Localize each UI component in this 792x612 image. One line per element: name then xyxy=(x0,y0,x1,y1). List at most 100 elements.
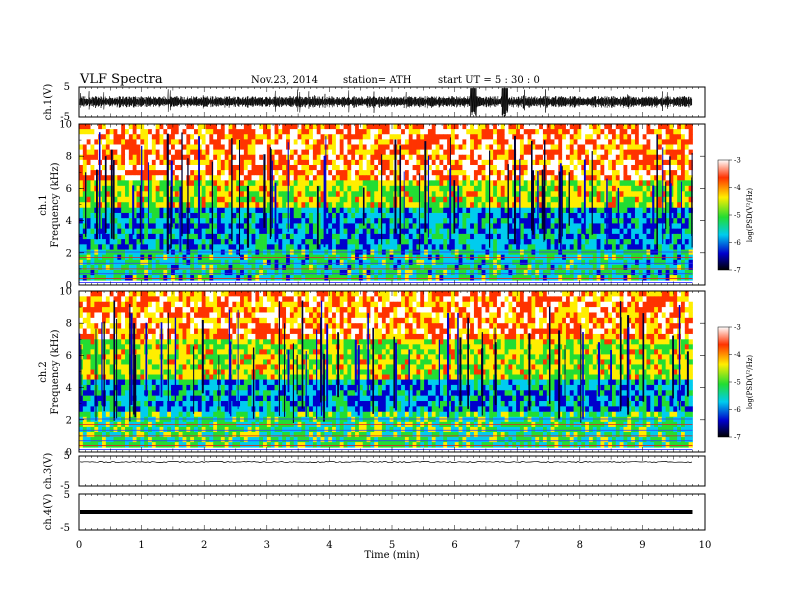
spectrogram-cell xyxy=(474,165,478,171)
spectrogram-cell xyxy=(186,144,190,150)
spectrogram-cell xyxy=(508,270,512,275)
spectrogram-cell xyxy=(589,144,593,150)
spectrogram-cell xyxy=(278,197,282,203)
spectrogram-cell xyxy=(597,129,601,135)
spectrogram-cell xyxy=(175,175,179,181)
spectrogram-cell xyxy=(156,170,160,176)
spectrogram-cell xyxy=(309,275,313,280)
spectrogram-cell xyxy=(577,234,581,240)
spectrogram-cell xyxy=(424,265,428,270)
spectrogram-cell xyxy=(558,144,562,150)
spectrogram-cell xyxy=(332,208,336,214)
spectrogram-cell xyxy=(83,229,87,235)
spectrogram-cell xyxy=(386,260,390,265)
spectrogram-cell xyxy=(259,175,263,181)
spectrogram-cell xyxy=(129,150,133,156)
spectrogram-cell xyxy=(294,155,298,161)
spectrogram-cell xyxy=(597,197,601,203)
spectrogram-cell xyxy=(171,275,175,280)
spectrogram-cell xyxy=(677,186,681,192)
spectrogram-cell xyxy=(520,160,524,166)
spectrogram-cell xyxy=(309,175,313,181)
spectrogram-cell xyxy=(570,270,574,275)
spectrogram-cell xyxy=(386,170,390,176)
spectrogram-cell xyxy=(117,180,121,186)
spectrogram-cell xyxy=(386,213,390,219)
spectrogram-cell xyxy=(125,275,129,280)
spectrogram-cell xyxy=(83,144,87,150)
spectrogram-cell xyxy=(528,234,532,240)
spectrogram-cell xyxy=(662,260,666,265)
spectrogram-cell xyxy=(401,234,405,240)
spectrogram-cell xyxy=(225,208,229,214)
spectrogram-cell xyxy=(117,160,121,166)
spectrogram-cell xyxy=(436,197,440,203)
spectrogram-cell xyxy=(482,139,486,145)
spectrogram-cell xyxy=(432,175,436,181)
spectrogram-cell xyxy=(309,213,313,219)
spectrogram-cell xyxy=(677,170,681,176)
spectrogram-cell xyxy=(577,180,581,186)
spectrogram-cell xyxy=(121,260,125,265)
spectrogram-cell xyxy=(213,134,217,140)
spectrogram-cell xyxy=(459,208,463,214)
spectrogram-cell xyxy=(190,134,194,140)
spectrogram-cell xyxy=(474,175,478,181)
spectrogram-cell xyxy=(152,202,156,208)
spectrogram-cell xyxy=(570,265,574,270)
spectrogram-cell xyxy=(462,186,466,192)
spectrogram-cell xyxy=(489,124,493,130)
spectrogram-cell xyxy=(252,260,256,265)
spectrogram-cell xyxy=(278,265,282,270)
spectrogram-cell xyxy=(608,124,612,130)
spectrogram-cell xyxy=(267,239,271,245)
spectrogram-cell xyxy=(332,165,336,171)
spectrogram-cell xyxy=(374,213,378,219)
spectrogram-cell xyxy=(125,175,129,181)
spectrogram-cell xyxy=(367,180,371,186)
spectrogram-cell xyxy=(405,175,409,181)
spectrogram-cell xyxy=(137,139,141,145)
spectrogram-cell xyxy=(271,244,275,250)
spectrogram-cell xyxy=(501,223,505,229)
spectrogram-cell xyxy=(535,275,539,280)
spectrogram-cell xyxy=(259,165,263,171)
spectrogram-cell xyxy=(347,175,351,181)
spectrogram-cell xyxy=(129,139,133,145)
spectrogram-cell xyxy=(547,139,551,145)
spectrogram-cell xyxy=(681,160,685,166)
spectrogram-cell xyxy=(156,244,160,250)
spectrogram-cell xyxy=(359,175,363,181)
spectrogram-cell xyxy=(685,223,689,229)
spectrogram-cell xyxy=(232,270,236,275)
spectrogram-cell xyxy=(179,270,183,275)
spectrogram-cell xyxy=(359,160,363,166)
spectrogram-cell xyxy=(627,186,631,192)
spectrogram-cell xyxy=(275,170,279,176)
spectrogram-cell xyxy=(121,270,125,275)
spectrogram-cell xyxy=(321,275,325,280)
spectrogram-cell xyxy=(574,124,578,130)
spectrogram-cell xyxy=(282,197,286,203)
spectrogram-cell xyxy=(252,234,256,240)
spectrogram-cell xyxy=(382,223,386,229)
spectrogram-cell xyxy=(551,150,555,156)
spectrogram-cell xyxy=(627,134,631,140)
spectrogram-cell xyxy=(301,244,305,250)
spectrogram-cell xyxy=(436,186,440,192)
spectrogram-cell xyxy=(363,265,367,270)
spectrogram-cell xyxy=(478,202,482,208)
spectrogram-cell xyxy=(221,150,225,156)
spectrogram-cell xyxy=(639,208,643,214)
spectrogram-cell xyxy=(106,275,110,280)
spectrogram-cell xyxy=(459,265,463,270)
spectrogram-cell xyxy=(485,244,489,250)
spectrogram-cell xyxy=(516,270,520,275)
spectrogram-cell xyxy=(413,134,417,140)
spectrogram-cell xyxy=(313,197,317,203)
spectrogram-cell xyxy=(248,180,252,186)
spectrogram-cell xyxy=(405,134,409,140)
spectrogram-cell xyxy=(83,155,87,161)
spectrogram-cell xyxy=(271,139,275,145)
spectrogram-cell xyxy=(275,124,279,130)
